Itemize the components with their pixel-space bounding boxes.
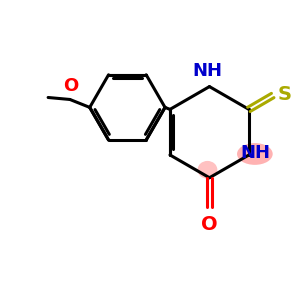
Text: O: O: [63, 76, 79, 94]
Text: NH: NH: [193, 62, 223, 80]
Text: S: S: [278, 85, 292, 104]
Text: NH: NH: [241, 144, 271, 162]
Text: O: O: [201, 215, 218, 234]
Ellipse shape: [198, 161, 218, 179]
Ellipse shape: [237, 143, 273, 165]
